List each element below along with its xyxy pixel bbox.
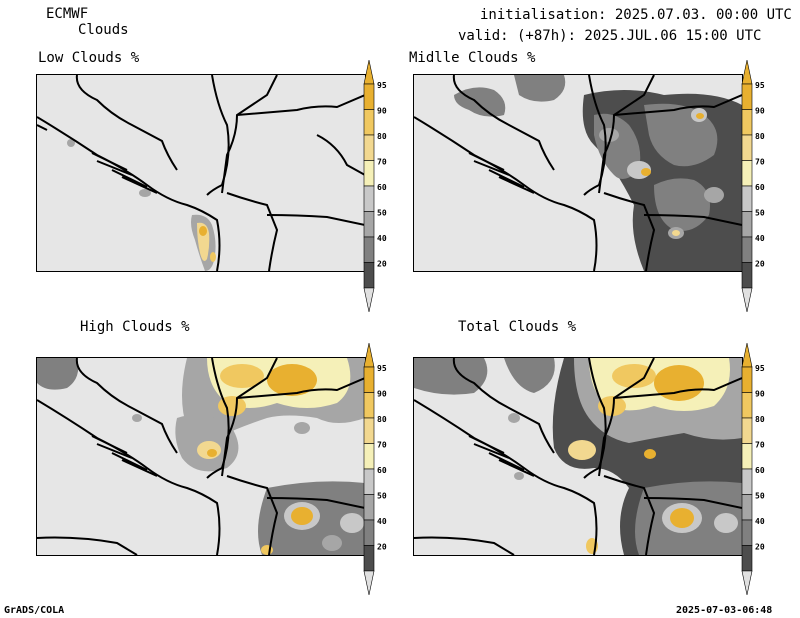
colorbar-tick-label: 50	[755, 209, 765, 218]
colorbar-segment	[363, 134, 375, 161]
init-time: initialisation: 2025.07.03. 00:00 UTC	[480, 7, 792, 23]
colorbar-tick-label: 80	[755, 415, 765, 424]
cloud-patches	[454, 75, 742, 271]
colorbar-segment	[741, 211, 753, 238]
colorbar-tick-label: 80	[377, 415, 387, 424]
coastlines	[37, 358, 365, 555]
colorbar-tick-label: 40	[377, 234, 387, 243]
colorbar-segment	[363, 417, 375, 444]
colorbar-segment	[741, 494, 753, 521]
colorbar-segment	[363, 160, 375, 187]
colorbar-low: 95 90 80 70 60 50 40 20	[363, 59, 404, 313]
colorbar-min-arrow	[363, 570, 375, 596]
colorbar-tick-label: 20	[755, 543, 765, 552]
colorbar-max-arrow	[363, 342, 375, 368]
colorbar-segment	[363, 236, 375, 263]
colorbar-max-arrow	[741, 59, 753, 85]
colorbar-tick-label: 80	[755, 132, 765, 141]
cloud-patches	[414, 358, 742, 555]
panel-title-low: Low Clouds %	[38, 50, 140, 66]
colorbar-segment	[741, 443, 753, 470]
colorbar-tick-label: 80	[377, 132, 387, 141]
model-name: ECMWF	[46, 6, 89, 22]
colorbar-segment	[741, 109, 753, 136]
colorbar-tick-label: 95	[755, 81, 765, 90]
colorbar-tick-label: 95	[377, 81, 387, 90]
colorbar-segment	[363, 185, 375, 212]
colorbar-segment	[363, 211, 375, 238]
colorbar-segment	[741, 262, 753, 289]
colorbar-tick-label: 40	[755, 517, 765, 526]
colorbar-tick-label: 60	[377, 466, 387, 475]
colorbar-tick-label: 50	[377, 492, 387, 501]
map-low-clouds	[36, 74, 366, 272]
colorbar-segment	[741, 366, 753, 393]
colorbar-tick-label: 40	[377, 517, 387, 526]
colorbar-tick-label: 95	[755, 364, 765, 373]
coastlines	[37, 75, 365, 271]
colorbar-segment	[363, 392, 375, 419]
colorbar-segment	[363, 519, 375, 546]
colorbar-segment	[741, 545, 753, 572]
colorbar-tick-label: 50	[755, 492, 765, 501]
colorbar-segment	[363, 262, 375, 289]
cloud-patches	[37, 358, 365, 555]
colorbar-min-arrow	[363, 287, 375, 313]
colorbar-segment	[741, 160, 753, 187]
footer-credit: GrADS/COLA	[4, 605, 65, 616]
colorbar-tick-label: 20	[377, 260, 387, 269]
coastlines	[414, 75, 742, 271]
colorbar-tick-label: 90	[755, 107, 765, 116]
colorbar-segment	[741, 236, 753, 263]
colorbar-high: 95 90 80 70 60 50 40 20	[363, 342, 404, 596]
colorbar-tick-label: 70	[377, 441, 387, 450]
colorbar-segment	[363, 545, 375, 572]
panel-title-mid: Midlle Clouds %	[409, 50, 536, 66]
colorbar-segment	[363, 468, 375, 495]
colorbar-tick-label: 90	[377, 107, 387, 116]
product-name: Clouds	[78, 22, 129, 38]
colorbar-mid: 95 90 80 70 60 50 40 20	[741, 59, 782, 313]
map-total-clouds	[413, 357, 743, 556]
colorbar-min-arrow	[741, 570, 753, 596]
colorbar-segment	[363, 83, 375, 110]
colorbar-min-arrow	[741, 287, 753, 313]
coastlines	[414, 358, 742, 555]
colorbar-tick-label: 20	[377, 543, 387, 552]
colorbar-segment	[363, 494, 375, 521]
colorbar-segment	[741, 468, 753, 495]
map-high-clouds	[36, 357, 366, 556]
colorbar-segment	[741, 392, 753, 419]
colorbar-max-arrow	[741, 342, 753, 368]
map-middle-clouds	[413, 74, 743, 272]
colorbar-segment	[363, 366, 375, 393]
panel-title-high: High Clouds %	[80, 319, 190, 335]
colorbar-tick-label: 60	[377, 183, 387, 192]
colorbar-max-arrow	[363, 59, 375, 85]
colorbar-segment	[741, 519, 753, 546]
valid-time: valid: (+87h): 2025.JUL.06 15:00 UTC	[458, 28, 762, 44]
footer-timestamp: 2025-07-03-06:48	[676, 605, 773, 616]
colorbar-segment	[741, 417, 753, 444]
colorbar-tick-label: 60	[755, 466, 765, 475]
colorbar-tick-label: 90	[755, 390, 765, 399]
colorbar-tick-label: 70	[377, 158, 387, 167]
colorbar-tick-label: 90	[377, 390, 387, 399]
colorbar-segment	[741, 83, 753, 110]
colorbar-tick-label: 40	[755, 234, 765, 243]
colorbar-tick-label: 95	[377, 364, 387, 373]
colorbar-segment	[741, 185, 753, 212]
colorbar-segment	[363, 443, 375, 470]
colorbar-segment	[363, 109, 375, 136]
colorbar-tick-label: 60	[755, 183, 765, 192]
colorbar-tick-label: 70	[755, 441, 765, 450]
colorbar-tick-label: 50	[377, 209, 387, 218]
colorbar-segment	[741, 134, 753, 161]
colorbar-tick-label: 70	[755, 158, 765, 167]
panel-title-total: Total Clouds %	[458, 319, 577, 335]
colorbar-tick-label: 20	[755, 260, 765, 269]
colorbar-total: 95 90 80 70 60 50 40 20	[741, 342, 782, 596]
cloud-patches	[67, 139, 216, 271]
